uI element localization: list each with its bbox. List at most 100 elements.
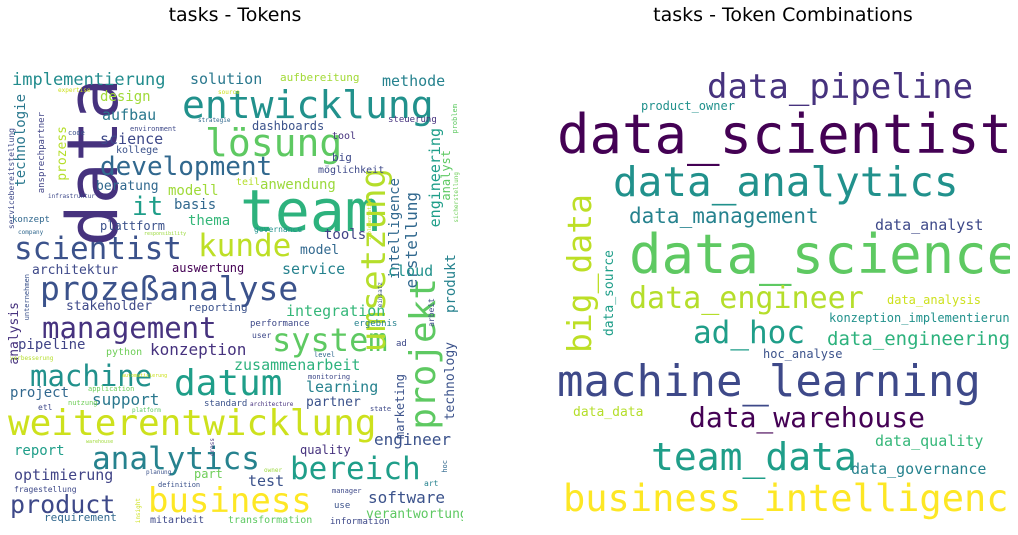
combo-data-engineer: data_engineer [629,281,864,316]
word-architektur: architektur [32,263,119,278]
word-python: python [106,347,143,358]
combo-konzeption-implementierung: konzeption_implementierung [829,311,1010,325]
word-implementierung: implementierung [12,70,166,90]
word-methode: methode [382,72,446,90]
word-analytics: analytics [92,441,260,477]
combinations-title: tasks - Token Combinations [653,4,913,26]
word-report: report [14,443,65,459]
word-learning: learning [306,378,379,396]
combo-data-engineering: data_engineering [827,328,1010,350]
word-governance: governance [254,225,303,234]
word-management: management [42,311,217,345]
word-monitoring: monitoring [308,373,351,381]
word-technologie: technologie [13,94,29,187]
word-teil: teil [236,177,261,188]
word-mitarbeit: mitarbeit [150,515,205,526]
word-prozessanalyse: prozeßanalyse [40,269,299,308]
word-team: team [240,177,380,245]
word-scientist: scientist [14,231,182,267]
word-insight: insight [135,498,142,524]
combo-data-pipeline: data_pipeline [707,68,974,107]
word-responsibility: responsibility [144,231,187,237]
combo-data-source: data_source [602,250,617,337]
word-strategie: strategie [198,117,231,124]
word-solution: solution [190,70,263,88]
word-servicebereitstellung: servicebereitstellung [8,128,16,230]
word-state: state [370,405,392,413]
word-partner: partner [306,395,361,410]
word-design: design [100,89,151,105]
word-it: it [132,192,164,222]
word-konzept: konzept [12,215,50,225]
word-ad: ad [396,339,407,349]
word-basis: basis [174,197,217,213]
word-auswertung: auswertung [172,261,245,275]
word-pipeline: pipeline [18,337,86,353]
word-quality: quality [300,443,351,457]
word-big: big [332,151,352,164]
word-model: model [300,243,340,258]
word-datum: datum [174,363,283,404]
combo-data-data: data_data [573,405,644,420]
word-beratung: beratung [96,179,159,194]
word-development: development [100,152,273,182]
word-optimierung: optimierung [14,466,114,484]
word-loesung: lösung [205,121,343,165]
word-support: support [92,390,160,409]
word-information: information [330,517,390,527]
word-code: code [68,129,85,137]
word-tools: tools [324,227,367,243]
combo-team-data: team_data [651,435,857,479]
word-ansprechpartner: ansprechpartner [37,112,47,194]
word-performance: performance [250,319,310,329]
word-etl: etl [38,403,53,412]
combo-data-science: data_science [629,223,1010,286]
word-dashboards: dashboards [252,119,325,133]
combo-data-scientist: data_scientist [557,103,1010,166]
tokens-wordcloud: data team entwicklung lösung development… [8,68,463,528]
word-transformation: transformation [228,515,313,526]
word-standard: standard [204,399,248,409]
word-cross: cross [209,438,216,457]
combo-data-analysis: data_analysis [887,293,981,307]
combo-business-intelligence: business_intelligence [563,477,1010,520]
word-aufbereitung: aufbereitung [280,71,360,84]
word-company: company [18,229,44,236]
word-verbesserung: verbesserung [10,355,54,362]
word-zusammenarbeit: zusammenarbeit [234,356,361,374]
word-level: level [314,351,336,359]
word-system: system [272,321,388,359]
word-architecture: architecture [250,401,294,408]
word-warehouse: warehouse [86,439,114,445]
word-technology: technology [443,342,458,421]
word-einsatz: einsatz [377,282,384,308]
word-test: test [248,472,285,490]
combo-data-management: data_management [629,204,819,228]
word-stakeholder: stakeholder [66,299,153,314]
word-cloud: cloud [388,262,434,280]
word-kollege: kollege [116,145,159,156]
word-environment: environment [130,125,177,133]
combo-machine-learning: machine_learning [557,356,981,407]
word-planung: planung [146,469,172,476]
word-expertise: expertise [58,87,91,94]
word-owner: owner [264,467,283,474]
word-projekt: projekt [403,278,444,430]
word-konzeption: konzeption [150,340,247,359]
word-definition: definition [158,481,201,489]
word-source: source [218,89,240,96]
word-implementation: implementation [367,198,373,241]
word-product: product [10,490,116,519]
combo-big-data: big_data [560,194,599,353]
word-nutzung: nutzung [68,399,98,407]
word-thema: thema [188,213,231,229]
word-kunde: kunde [198,228,292,264]
word-part: part [194,467,223,481]
word-steuerung: steuerung [388,115,437,125]
word-sicherstellung: sicherstellung [453,172,460,223]
word-machine: machine [30,359,153,393]
word-produkt: produkt [443,254,459,314]
word-verantwortung: verantwortung [366,507,463,522]
combo-data-analytics: data_analytics [613,158,959,206]
word-analyst: analyst [439,150,453,201]
